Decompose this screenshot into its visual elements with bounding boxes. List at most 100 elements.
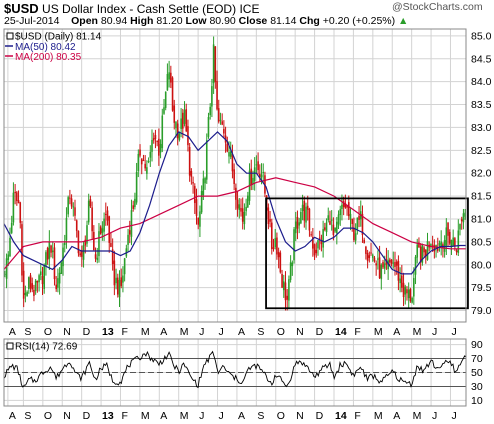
price-candle [223,128,225,134]
price-candle [322,229,324,248]
price-candle [57,278,59,288]
price-candle [284,282,287,301]
ma200-line [3,177,466,270]
price-x-tick-label: J [432,326,437,338]
price-candle [383,263,386,269]
chg-label: Chg [299,15,320,27]
price-x-tick-label: S [24,326,31,338]
price-candle [21,224,23,276]
price-candle [365,246,367,254]
price-candle [452,237,454,246]
price-x-tick-label: A [393,326,400,338]
price-candle [401,275,403,288]
price-candle [48,241,51,259]
rsi-legend-icon [6,342,14,350]
price-candle [361,213,364,235]
price-x-tick-label: 14 [335,326,347,338]
exchange-label: ICE [239,2,260,16]
price-candle [200,190,203,213]
price-candle [34,280,37,292]
price-candle [58,272,61,284]
legend-price-label: $USD (Daily) 81.14 [15,32,102,43]
price-candle [457,230,460,253]
price-candle [281,274,283,288]
legend-ma50-label: MA(50) 80.42 [15,42,76,53]
price-candle [84,239,87,246]
price-candle [371,254,374,258]
price-candle [424,250,427,257]
price-candle [99,226,102,235]
price-candle [154,135,157,140]
close-value: 81.14 [270,15,297,27]
price-candle [459,223,461,230]
price-candle [231,154,234,172]
price-candle [294,221,297,234]
price-candle [221,121,223,125]
price-candle [402,282,405,298]
price-candle [139,149,141,156]
price-candle [5,258,8,279]
symbol-label: $USD [4,1,39,16]
price-panel: 85.0 84.5 84.0 83.5 83.0 82.5 82.0 81.5 81.0 80.5… [3,28,492,338]
price-candle [366,253,369,261]
price-candle [51,250,54,253]
price-candle [41,276,44,285]
price-candle [262,171,265,174]
price-candle [175,121,177,129]
price-candle [327,215,330,221]
price-candle [9,237,11,257]
price-candle [93,231,95,251]
rsi-x-tick-label: 13 [102,410,114,422]
rsi-x-tick-label: J [199,410,204,422]
price-candle [132,205,134,209]
price-x-tick-label: J [219,326,224,338]
quote-date: 25-Jul-2014 [4,15,60,27]
price-candle [168,72,170,80]
price-candle [152,138,155,141]
price-candle [211,86,213,107]
price-candle [300,211,302,224]
price-candle [243,211,246,225]
rsi-x-tick-label: M [374,410,383,422]
price-candle [399,278,401,284]
rsi-x-tick-label: O [277,410,285,422]
price-candle [65,217,68,241]
price-candle [276,237,278,255]
price-candle [296,216,299,229]
price-candle [135,172,138,203]
price-candle [79,253,81,256]
price-candle [419,246,422,263]
price-x-tick-label: M [141,326,150,338]
price-candle [63,242,66,245]
price-candle [298,222,300,226]
price-candle [127,234,129,245]
rsi-y-tick-label: 30 [471,381,483,393]
rsi-x-tick-label: J [432,410,437,422]
open-label: Open [71,15,98,27]
price-x-tick-label: M [180,326,189,338]
price-y-tick-label: 84.5 [471,53,492,65]
price-candle [289,262,292,280]
price-candle [436,247,439,251]
price-x-tick-label: J [451,326,456,338]
price-candle [19,202,22,223]
price-candle [86,225,88,244]
price-candle [260,174,263,178]
price-candle [69,197,71,199]
rsi-y-tick-label: 10 [471,395,483,407]
price-candle [29,275,32,289]
price-candle [404,286,407,295]
price-candle [10,222,13,233]
rsi-x-tick-label: N [296,410,304,422]
price-candle [253,167,256,181]
price-candle [36,280,39,283]
price-candle [236,199,239,209]
price-candle [313,244,316,256]
price-candle [26,291,28,297]
price-candle [182,112,184,129]
price-candle [394,261,396,267]
price-candle [325,222,328,233]
price-candle [159,144,162,153]
